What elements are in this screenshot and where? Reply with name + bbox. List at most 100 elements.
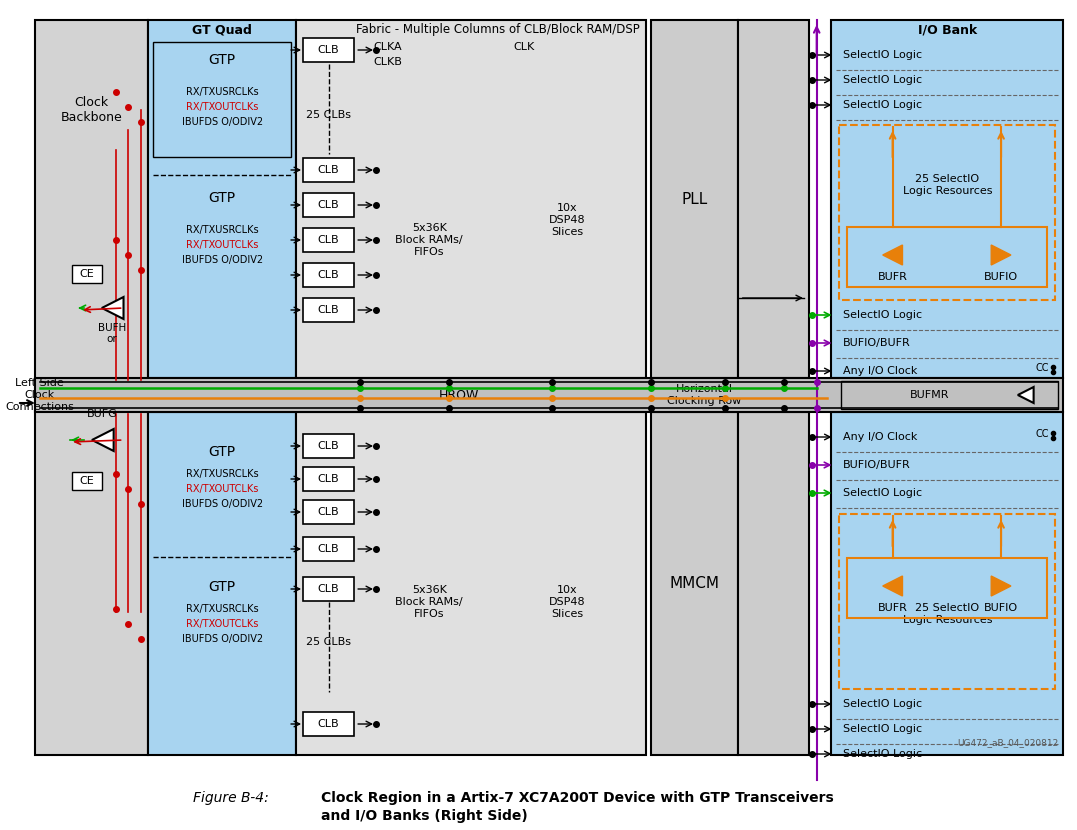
Bar [848,227,1048,287]
Polygon shape [102,297,124,319]
Text: Horizontal: Horizontal [675,384,732,394]
Bar [839,514,1055,689]
Text: UG472_aB_04_020812: UG472_aB_04_020812 [957,738,1059,747]
Text: 25 SelectIO
Logic Resources: 25 SelectIO Logic Resources [903,603,992,625]
Bar [839,125,1055,300]
Text: CE: CE [80,476,95,486]
Text: BUFMR: BUFMR [910,390,950,400]
Text: GTP: GTP [209,191,236,205]
Text: GTP: GTP [209,53,236,67]
Text: CC: CC [1036,429,1049,439]
Text: 25 CLBs: 25 CLBs [306,637,351,647]
Text: BUFR: BUFR [878,603,908,613]
Polygon shape [883,576,903,596]
Text: RX/TXOUTCLKs: RX/TXOUTCLKs [186,102,258,112]
Bar [149,20,296,378]
Text: 25 CLBs: 25 CLBs [306,110,351,120]
Bar [651,412,738,755]
Bar [738,412,809,755]
Text: Fabric - Multiple Columns of CLB/Block RAM/DSP: Fabric - Multiple Columns of CLB/Block R… [356,23,640,37]
Bar [303,38,354,62]
Text: BUFR: BUFR [878,272,908,282]
Text: IBUFDS O/ODIV2: IBUFDS O/ODIV2 [182,634,263,644]
Text: RX/TXOUTCLKs: RX/TXOUTCLKs [186,484,258,494]
Text: IBUFDS O/ODIV2: IBUFDS O/ODIV2 [182,117,263,127]
Text: CLB: CLB [318,305,339,315]
Text: CLB: CLB [318,584,339,594]
Text: CC: CC [1036,363,1049,373]
Polygon shape [991,245,1011,265]
Text: SelectIO Logic: SelectIO Logic [843,100,922,110]
Text: Left Side
Clock
Connections: Left Side Clock Connections [5,378,74,412]
Bar [831,20,1063,378]
Text: BUFIO: BUFIO [984,272,1018,282]
Text: CLB: CLB [318,200,339,210]
Text: BUFIO: BUFIO [984,603,1018,613]
Text: GTP: GTP [209,445,236,459]
Text: SelectIO Logic: SelectIO Logic [843,488,922,498]
Polygon shape [1018,387,1034,403]
Text: CLB: CLB [318,441,339,451]
Text: SelectIO Logic: SelectIO Logic [843,749,922,759]
Bar [303,228,354,252]
Text: BUFH: BUFH [98,323,126,333]
Bar [303,263,354,287]
Text: Any I/O Clock: Any I/O Clock [843,432,918,442]
Bar [34,378,1063,412]
Text: RX/TXOUTCLKs: RX/TXOUTCLKs [186,240,258,250]
Text: SelectIO Logic: SelectIO Logic [843,724,922,734]
Text: SelectIO Logic: SelectIO Logic [843,310,922,320]
Bar [831,412,1063,755]
Text: CLK: CLK [513,42,534,52]
Bar [72,265,102,283]
Bar [738,20,809,378]
Text: I/O Bank: I/O Bank [918,23,977,37]
Polygon shape [92,429,114,451]
Text: BUFIO/BUFR: BUFIO/BUFR [843,460,911,470]
Bar [303,298,354,322]
Text: RX/TXUSRCLKs: RX/TXUSRCLKs [186,87,258,97]
Text: and I/O Banks (Right Side): and I/O Banks (Right Side) [321,809,528,823]
Text: Clocking Row: Clocking Row [667,396,741,406]
Bar [303,712,354,736]
Bar [149,412,296,755]
Text: Figure B-4:: Figure B-4: [193,791,268,805]
Text: IBUFDS O/ODIV2: IBUFDS O/ODIV2 [182,255,263,265]
Bar [303,193,354,217]
Text: CLB: CLB [318,270,339,280]
Text: 25 SelectIO
Logic Resources: 25 SelectIO Logic Resources [903,174,992,196]
Text: Clock Region in a Artix-7 XC7A200T Device with GTP Transceivers: Clock Region in a Artix-7 XC7A200T Devic… [321,791,834,805]
Bar [296,412,646,755]
Text: CLB: CLB [318,474,339,484]
Bar [303,500,354,524]
Text: GT Quad: GT Quad [192,23,252,37]
Text: RX/TXOUTCLKs: RX/TXOUTCLKs [186,619,258,629]
Text: 5x36K
Block RAMs/
FIFOs: 5x36K Block RAMs/ FIFOs [395,585,463,618]
Text: CLB: CLB [318,507,339,517]
Text: SelectIO Logic: SelectIO Logic [843,75,922,85]
Bar [296,20,646,378]
Text: Clock
Backbone: Clock Backbone [60,96,123,124]
Bar [303,158,354,182]
Text: PLL: PLL [682,192,708,207]
Text: 10x
DSP48
Slices: 10x DSP48 Slices [549,203,586,237]
Text: CLB: CLB [318,544,339,554]
Text: or: or [107,334,117,344]
Text: BUFG: BUFG [86,409,117,419]
Bar [153,42,291,157]
Bar [848,558,1048,618]
Text: CE: CE [80,269,95,279]
Bar [34,20,149,755]
Polygon shape [883,245,903,265]
Text: 10x
DSP48
Slices: 10x DSP48 Slices [549,585,586,618]
Bar [303,434,354,458]
Bar [72,472,102,490]
Text: CLB: CLB [318,165,339,175]
Text: 5x36K
Block RAMs/
FIFOs: 5x36K Block RAMs/ FIFOs [395,223,463,256]
Text: SelectIO Logic: SelectIO Logic [843,699,922,709]
Text: CLKB: CLKB [373,57,402,67]
Bar [651,20,738,378]
Text: CLB: CLB [318,719,339,729]
Text: CLKA: CLKA [373,42,402,52]
Bar [841,381,1059,409]
